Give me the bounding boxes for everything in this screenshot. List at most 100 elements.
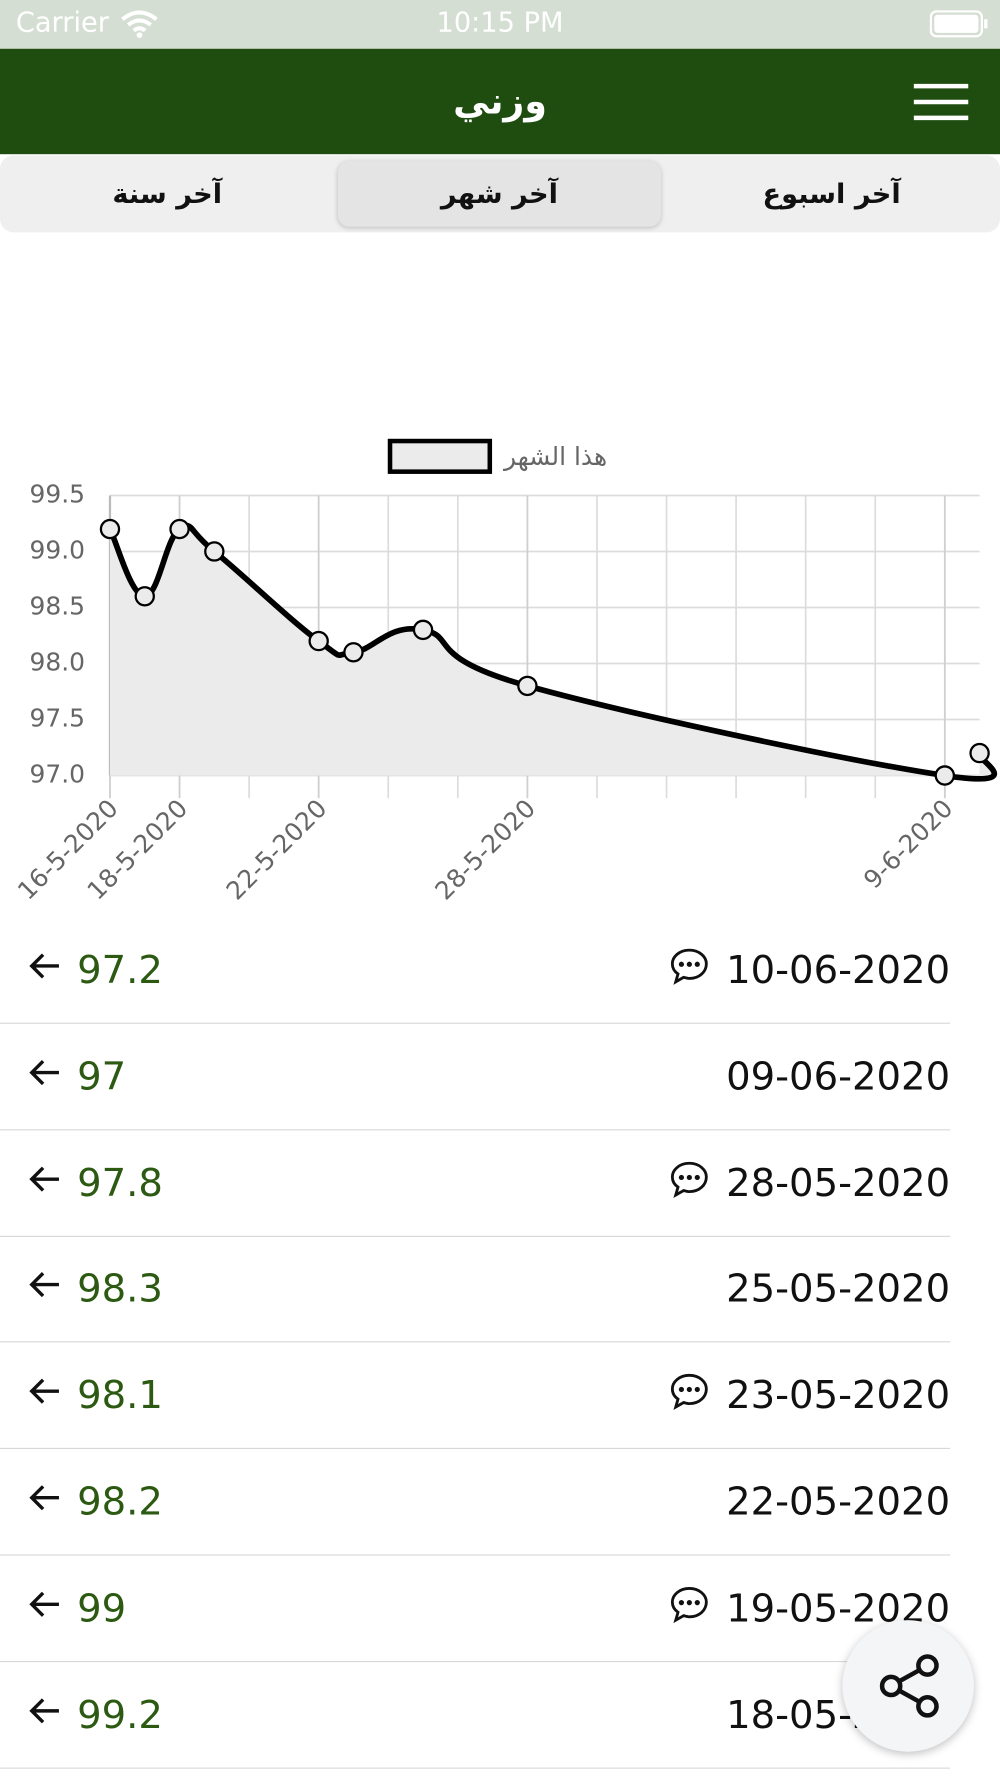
legend-label: هذا الشهر	[502, 442, 607, 472]
arrow-icon	[29, 1378, 59, 1404]
legend-swatch	[387, 438, 493, 474]
weight-value: 98.2	[77, 1479, 163, 1525]
list-row[interactable]: 98.1 23-05-2020	[0, 1343, 1000, 1450]
weight-value: 97.2	[77, 947, 163, 994]
point	[204, 541, 225, 562]
battery-icon	[929, 10, 988, 38]
row-separator	[0, 1129, 951, 1131]
x-tick-label: 22-5-2020	[221, 794, 333, 906]
comment-dot	[678, 961, 685, 967]
arrow-path	[29, 1485, 59, 1511]
y-tick-label: 98.5	[30, 591, 86, 620]
point	[169, 518, 190, 540]
x-tick-label: 28-5-2020	[429, 794, 541, 906]
row-separator	[0, 1660, 951, 1662]
share-icon	[879, 1654, 939, 1718]
entry-date: 23-05-2020	[726, 1373, 951, 1419]
weight-value: 97	[77, 1054, 127, 1100]
row-separator	[0, 1235, 951, 1237]
entry-date: 09-06-2020	[726, 1054, 951, 1100]
y-tick-label: 99.0	[30, 535, 86, 564]
arrow-path	[29, 1378, 59, 1404]
comment-dot	[686, 961, 692, 967]
comment-icon	[670, 1374, 708, 1411]
comment-icon	[670, 1586, 708, 1623]
weight-value: 98.1	[77, 1373, 163, 1419]
point	[308, 630, 329, 652]
comment-dot	[694, 1174, 700, 1180]
clock: 10:15 PM	[436, 6, 564, 39]
list-row[interactable]: 98.3 25-05-2020	[0, 1236, 1000, 1343]
wifi-icon	[121, 10, 158, 38]
row-separator	[0, 1554, 951, 1556]
menu-button[interactable]	[912, 83, 971, 122]
arrow-path	[29, 953, 59, 979]
line	[107, 522, 998, 782]
weight-value: 97.8	[77, 1160, 163, 1206]
comment-dot	[678, 1599, 685, 1605]
point	[412, 619, 434, 641]
period-tabs: آخر اسبوع آخر شهر آخر سنة	[0, 155, 1000, 233]
point	[969, 742, 990, 764]
arrow-icon	[29, 1166, 59, 1192]
arrow-icon	[29, 953, 59, 979]
carrier: Carrier	[15, 6, 109, 39]
y-tick-label: 98.0	[30, 647, 86, 676]
arrow-path	[29, 1272, 59, 1298]
list-row[interactable]: 98.2 22-05-2020	[0, 1449, 1000, 1556]
comment-dot	[678, 1387, 685, 1393]
weight-value: 98.3	[77, 1266, 163, 1313]
arrow-path	[29, 1591, 59, 1617]
share-button[interactable]	[842, 1620, 974, 1752]
comment-dot	[694, 961, 700, 967]
nav-bar: وزني	[0, 48, 1000, 155]
row-separator	[0, 1448, 951, 1450]
comment-dot	[686, 1387, 692, 1393]
arrow-icon	[29, 1272, 59, 1298]
entry-date: 22-05-2020	[726, 1479, 951, 1525]
arrow-path	[29, 1697, 59, 1723]
list-row[interactable]: 97.2 10-06-2020	[0, 917, 1000, 1024]
comment-bubble	[670, 1374, 708, 1411]
point	[934, 765, 956, 786]
x-tick-label: 9-6-2020	[858, 794, 959, 895]
weight-value: 99.2	[77, 1692, 163, 1738]
comment-dot	[678, 1174, 685, 1180]
tab[interactable]: آخر اسبوع	[762, 178, 901, 210]
tab[interactable]: آخر شهر	[337, 160, 661, 227]
area	[109, 525, 995, 779]
comment-icon	[670, 948, 708, 985]
status-bar: Carrier 10:15 PM	[0, 0, 1000, 49]
row-separator	[0, 1767, 951, 1769]
comment-bubble	[670, 948, 708, 985]
point	[134, 586, 155, 607]
y-tick-label: 99.5	[30, 479, 86, 508]
arrow-icon	[29, 1591, 59, 1617]
comment-icon	[670, 1161, 708, 1198]
screen-title: وزني	[453, 79, 547, 123]
arrow-icon	[29, 1059, 59, 1085]
weight-chart: 97.097.598.098.599.099.516-5-202018-5-20…	[12, 438, 998, 906]
arrow-path	[29, 1059, 59, 1085]
comment-dot	[686, 1599, 692, 1605]
row-separator	[0, 1022, 951, 1024]
y-tick-label: 97.0	[30, 760, 86, 789]
comment-dot	[694, 1599, 700, 1605]
entry-date: 28-05-2020	[726, 1160, 951, 1206]
point	[517, 675, 538, 697]
y-tick-label: 97.5	[30, 704, 86, 733]
point	[99, 518, 121, 540]
entry-date: 10-06-2020	[726, 947, 951, 994]
list-row[interactable]: 97.8 28-05-2020	[0, 1130, 1000, 1237]
arrow-path	[29, 1166, 59, 1192]
tab[interactable]: آخر سنة	[112, 178, 223, 210]
comment-bubble	[670, 1161, 708, 1198]
comment-bubble	[670, 1586, 708, 1623]
entry-date: 25-05-2020	[726, 1266, 951, 1313]
arrow-icon	[29, 1697, 59, 1723]
weight-value: 99	[77, 1585, 127, 1632]
point	[343, 642, 364, 663]
list-row[interactable]: 97 09-06-2020	[0, 1024, 1000, 1131]
